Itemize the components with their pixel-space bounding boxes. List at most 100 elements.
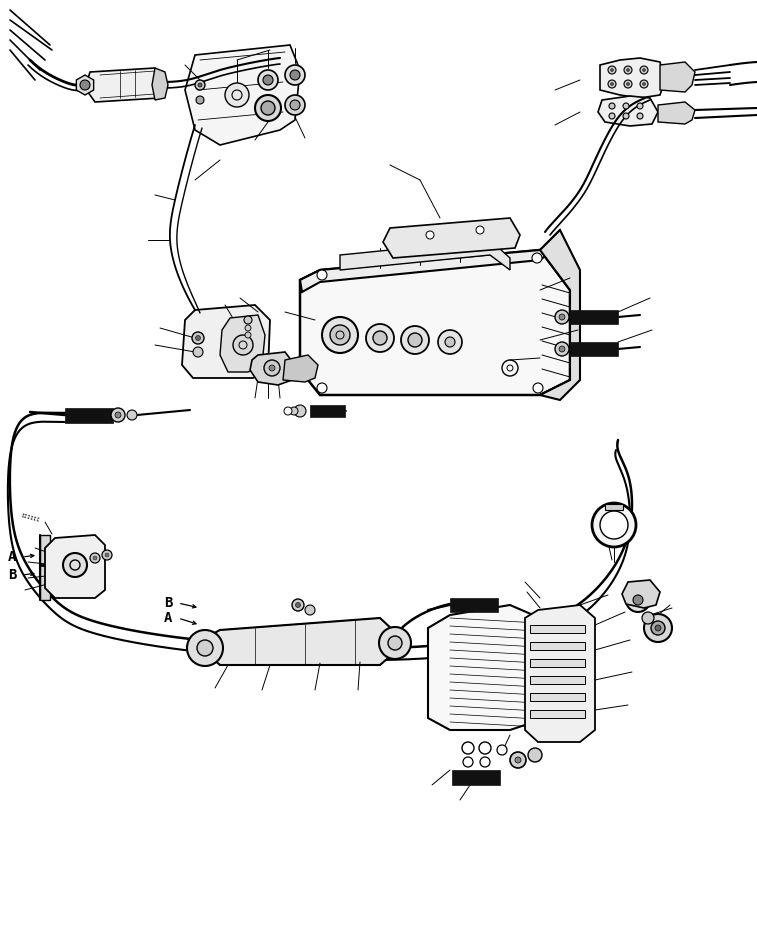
Circle shape: [290, 70, 300, 80]
Circle shape: [284, 407, 292, 415]
Circle shape: [555, 342, 569, 356]
Circle shape: [462, 742, 474, 754]
Circle shape: [255, 95, 281, 121]
Circle shape: [330, 325, 350, 345]
Circle shape: [528, 748, 542, 762]
Circle shape: [408, 333, 422, 347]
Polygon shape: [220, 315, 265, 372]
Text: IIIIII: IIIIII: [20, 513, 40, 523]
Bar: [530, 676, 585, 684]
Polygon shape: [283, 355, 318, 382]
Circle shape: [102, 550, 112, 560]
Circle shape: [555, 310, 569, 324]
Bar: [65, 408, 113, 423]
Circle shape: [426, 231, 434, 239]
Polygon shape: [76, 75, 94, 95]
Circle shape: [285, 65, 305, 85]
Circle shape: [463, 757, 473, 767]
Circle shape: [655, 625, 661, 631]
Circle shape: [626, 588, 650, 612]
Circle shape: [480, 757, 490, 767]
Circle shape: [401, 326, 429, 354]
Circle shape: [269, 365, 275, 371]
Circle shape: [264, 360, 280, 376]
Circle shape: [515, 757, 521, 763]
Circle shape: [379, 627, 411, 659]
Polygon shape: [658, 102, 695, 124]
Circle shape: [642, 612, 654, 624]
Polygon shape: [182, 305, 270, 378]
Circle shape: [187, 630, 223, 666]
Circle shape: [244, 316, 252, 324]
Circle shape: [245, 325, 251, 331]
Bar: [530, 693, 585, 701]
Polygon shape: [525, 605, 595, 742]
Circle shape: [261, 101, 275, 115]
Circle shape: [366, 324, 394, 352]
Circle shape: [317, 270, 327, 280]
Polygon shape: [185, 45, 300, 145]
Circle shape: [388, 636, 402, 650]
Circle shape: [294, 405, 306, 417]
Circle shape: [633, 595, 643, 605]
Circle shape: [637, 103, 643, 109]
Circle shape: [651, 621, 665, 635]
Text: B: B: [164, 596, 172, 610]
Circle shape: [608, 80, 616, 88]
Text: B: B: [8, 568, 16, 582]
Circle shape: [445, 337, 455, 347]
Circle shape: [322, 317, 358, 353]
Circle shape: [640, 80, 648, 88]
Bar: [452, 770, 500, 785]
Circle shape: [610, 82, 613, 86]
Circle shape: [105, 553, 109, 557]
Circle shape: [290, 100, 300, 110]
Polygon shape: [85, 68, 165, 102]
Polygon shape: [250, 352, 295, 385]
Circle shape: [559, 314, 565, 320]
Circle shape: [533, 383, 543, 393]
Circle shape: [245, 332, 251, 338]
Circle shape: [195, 80, 205, 90]
Circle shape: [627, 82, 630, 86]
Circle shape: [225, 83, 249, 107]
Text: A: A: [164, 611, 172, 625]
Circle shape: [93, 556, 97, 560]
Bar: [530, 710, 585, 718]
Circle shape: [305, 605, 315, 615]
Circle shape: [127, 410, 137, 420]
Circle shape: [559, 346, 565, 352]
Circle shape: [285, 95, 305, 115]
Circle shape: [643, 82, 646, 86]
Circle shape: [63, 553, 87, 577]
Circle shape: [510, 752, 526, 768]
Circle shape: [609, 113, 615, 119]
Bar: [605, 504, 623, 510]
Circle shape: [290, 407, 298, 415]
Circle shape: [198, 83, 202, 87]
Circle shape: [196, 96, 204, 104]
Circle shape: [317, 383, 327, 393]
Bar: [310, 405, 345, 417]
Polygon shape: [300, 250, 570, 395]
Circle shape: [623, 113, 629, 119]
Circle shape: [609, 103, 615, 109]
Circle shape: [192, 332, 204, 344]
Circle shape: [438, 330, 462, 354]
Circle shape: [643, 69, 646, 72]
Text: A: A: [8, 550, 16, 564]
Circle shape: [644, 614, 672, 642]
Polygon shape: [540, 230, 580, 400]
Circle shape: [193, 347, 203, 357]
Circle shape: [624, 80, 632, 88]
Bar: [570, 342, 618, 356]
Circle shape: [115, 412, 121, 418]
Bar: [530, 642, 585, 650]
Circle shape: [640, 66, 648, 74]
Polygon shape: [383, 218, 520, 258]
Circle shape: [592, 503, 636, 547]
Bar: [530, 659, 585, 667]
Polygon shape: [152, 68, 168, 100]
Circle shape: [292, 599, 304, 611]
Polygon shape: [205, 618, 395, 665]
